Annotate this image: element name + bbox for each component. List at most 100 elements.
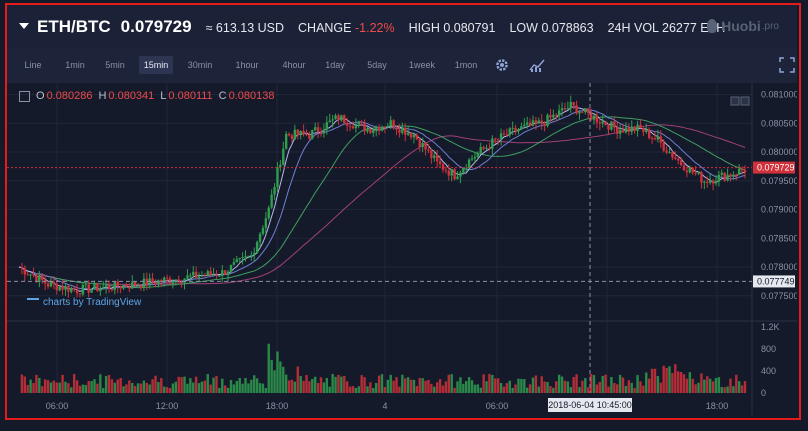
interval-1week[interactable]: 1week <box>408 60 435 70</box>
volume-bar <box>546 381 549 393</box>
interval-4hour[interactable]: 4hour <box>282 60 306 70</box>
candle-body <box>575 105 578 114</box>
volume-bar <box>569 386 572 393</box>
chart-area[interactable]: 0.081000 0.080500 0.080000 0.079500 0.079000… <box>7 83 799 415</box>
interval-1day[interactable]: 1day <box>325 60 345 70</box>
expand-plus-icon[interactable] <box>19 90 30 102</box>
pair-symbol[interactable]: ETH/BTC <box>37 17 111 36</box>
volume-bar <box>122 386 125 393</box>
candle-body <box>154 282 157 285</box>
high-stat: HIGH 0.080791 <box>409 21 496 35</box>
attribution-text[interactable]: charts by TradingView <box>43 297 142 308</box>
interval-1mon[interactable]: 1mon <box>454 60 478 70</box>
volume-bar <box>299 376 302 393</box>
candle-body <box>424 142 427 150</box>
ma-line-fast <box>18 109 746 290</box>
volume-bar <box>630 382 633 393</box>
gear-icon[interactable] <box>494 57 510 73</box>
volume-bar <box>395 377 398 393</box>
interval-1hour[interactable]: 1hour <box>235 60 259 70</box>
candle-body <box>192 271 195 276</box>
volume-bar <box>113 382 117 393</box>
volume-bar <box>110 379 114 393</box>
candle-body <box>438 161 442 164</box>
volume-bar <box>331 373 334 393</box>
candle-body <box>560 108 564 111</box>
interval-line[interactable]: Line <box>24 60 42 70</box>
candle-body <box>374 126 378 130</box>
open-value: 0.080286 <box>46 90 93 102</box>
interval-30min[interactable]: 30min <box>187 60 213 70</box>
candle-body <box>386 126 390 128</box>
volume-bar <box>708 378 712 393</box>
volume-bar <box>421 378 424 393</box>
chart-toolbar: Line 1min 5min 15min 30min 1hour 4hour 1day 5day… <box>7 47 797 83</box>
chevron-down-icon[interactable] <box>19 23 29 29</box>
volume-bar <box>93 379 96 393</box>
crosshair-price-tag <box>753 275 795 288</box>
low-label: LOW <box>509 21 538 35</box>
candle-body <box>84 284 87 286</box>
volume-bar <box>192 382 195 393</box>
candle-body <box>369 129 372 133</box>
volume-bar <box>476 384 480 393</box>
candle-body <box>293 129 297 139</box>
candle-body <box>633 126 636 132</box>
volume-bar <box>363 377 366 393</box>
candle-body <box>229 264 233 272</box>
tradingview-attribution[interactable]: charts by TradingView <box>27 297 141 308</box>
ma-line-fastest <box>18 106 746 293</box>
candlestick-chart[interactable]: 0.081000 0.080500 0.080000 0.079500 0.079000… <box>7 83 799 415</box>
volume-bar <box>444 381 448 393</box>
candle-body <box>639 124 642 128</box>
candle-body <box>604 121 607 126</box>
volume-bar <box>351 386 355 393</box>
volume-bar <box>482 374 485 393</box>
interval-1min[interactable]: 1min <box>65 60 85 70</box>
volume-bar <box>621 377 625 393</box>
volume-bar <box>711 381 715 393</box>
ma-line-medium <box>18 116 746 289</box>
candle-body <box>128 286 131 289</box>
candle-body <box>345 123 349 126</box>
volume-bar <box>636 375 639 393</box>
volume-bar <box>653 368 657 393</box>
candle-body <box>151 278 154 283</box>
candle-body <box>427 149 430 151</box>
interval-15min[interactable]: 15min <box>139 56 173 74</box>
candle-body <box>165 277 169 279</box>
candle-body <box>32 274 35 276</box>
volume-bar <box>366 386 369 393</box>
candle-body <box>395 128 398 130</box>
volume-bar <box>685 378 689 393</box>
volume-bar <box>430 383 433 393</box>
candle-body <box>502 133 506 135</box>
candle-body <box>267 207 270 219</box>
candle-body <box>409 132 413 138</box>
candle-body <box>261 227 265 234</box>
volume-bar <box>671 372 674 393</box>
candle-body <box>52 281 56 284</box>
candle-body <box>642 127 645 132</box>
volume-bar <box>38 377 41 393</box>
interval-5min[interactable]: 5min <box>105 60 125 70</box>
volume-bar <box>337 374 340 393</box>
candle-body <box>363 123 366 132</box>
logo-text: Huobi <box>721 18 761 34</box>
volume-bar <box>322 382 326 393</box>
candle-body <box>685 170 689 173</box>
indicator-icon[interactable] <box>529 57 545 73</box>
volume-bar <box>136 383 140 393</box>
ticker-summary: ETH/BTC 0.079729 ≈ 613.13 USD CHANGE -1.… <box>19 17 725 37</box>
volume-bar <box>714 378 718 393</box>
interval-5day[interactable]: 5day <box>367 60 387 70</box>
volume-bar <box>717 377 721 393</box>
candle-body <box>331 119 334 121</box>
candle-body <box>180 282 183 284</box>
fullscreen-icon[interactable] <box>779 57 795 73</box>
candle-body <box>552 114 555 118</box>
candle-body <box>708 180 712 183</box>
candle-body <box>87 284 90 293</box>
volume-bar <box>340 376 343 393</box>
price-tick-label: 0.077500 <box>761 291 797 301</box>
